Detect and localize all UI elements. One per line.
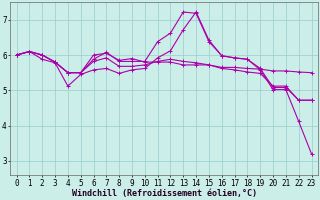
X-axis label: Windchill (Refroidissement éolien,°C): Windchill (Refroidissement éolien,°C) (72, 189, 257, 198)
